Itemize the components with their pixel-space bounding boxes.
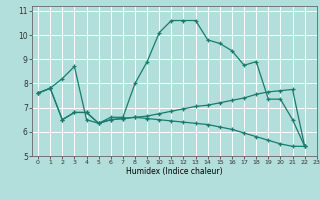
X-axis label: Humidex (Indice chaleur): Humidex (Indice chaleur) bbox=[126, 167, 223, 176]
